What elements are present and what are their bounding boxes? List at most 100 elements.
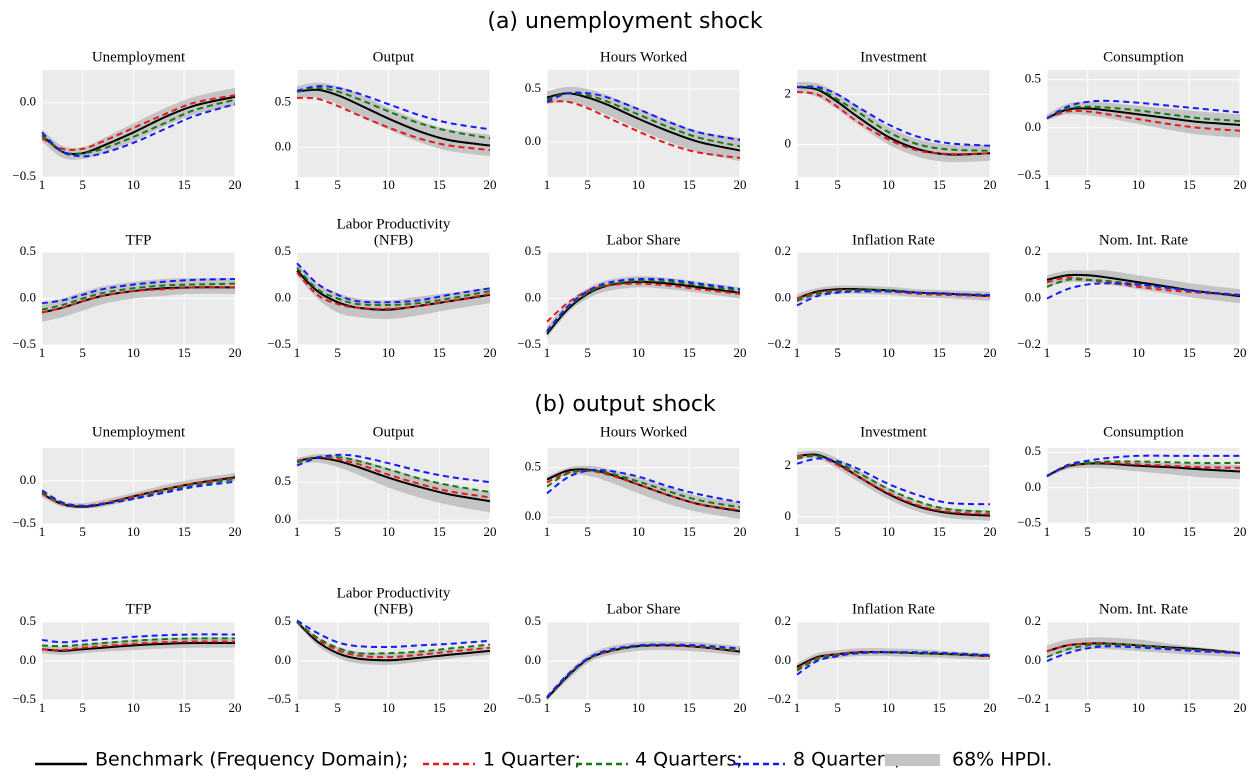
hpdi-band: [547, 86, 740, 162]
x-tick-label: 10: [882, 177, 895, 192]
y-tick-label: −0.5: [267, 691, 291, 706]
x-tick-label: 20: [1234, 524, 1247, 539]
hpdi-band: [42, 473, 235, 509]
series-line: [296, 85, 491, 131]
x-tick-label: 5: [834, 345, 841, 360]
panel-title: Labor Productivity: [337, 585, 451, 601]
x-tick-label: 10: [127, 700, 140, 715]
y-tick-label: −0.2: [767, 691, 791, 706]
y-tick-label: 0.0: [525, 652, 541, 667]
y-tick-label: 0.2: [775, 243, 791, 258]
x-tick-label: 1: [1044, 524, 1051, 539]
y-tick-label: 0.5: [275, 613, 291, 628]
series-line: [1046, 107, 1241, 126]
series-line: [1046, 454, 1240, 478]
series-line: [41, 277, 236, 305]
series-line: [546, 468, 741, 504]
y-tick-label: −0.2: [1017, 336, 1041, 351]
hpdi-band: [297, 453, 490, 513]
x-tick-label: 20: [484, 345, 497, 360]
series-line: [41, 282, 236, 311]
x-tick-label: 15: [178, 700, 191, 715]
x-tick-label: 1: [294, 177, 301, 192]
y-tick-label: 0.5: [20, 613, 36, 628]
x-tick-label: 20: [734, 177, 747, 192]
hpdi-band: [42, 277, 235, 322]
x-tick-label: 15: [683, 345, 696, 360]
x-tick-label: 15: [933, 524, 946, 539]
x-tick-label: 1: [794, 524, 801, 539]
panel-subtitle: (NFB): [374, 232, 413, 248]
x-tick-label: 20: [1234, 345, 1247, 360]
hpdi-band: [547, 276, 740, 338]
x-tick-label: 15: [178, 177, 191, 192]
y-tick-label: 0.0: [275, 138, 291, 153]
y-tick-label: −0.5: [12, 336, 36, 351]
panel-subtitle: (NFB): [374, 601, 413, 617]
x-tick-label: 1: [1044, 700, 1051, 715]
x-tick-label: 20: [229, 345, 242, 360]
x-tick-label: 20: [1234, 177, 1247, 192]
series-line: [546, 469, 741, 509]
x-tick-label: 5: [79, 177, 86, 192]
x-tick-label: 5: [334, 524, 341, 539]
x-tick-label: 15: [1183, 345, 1196, 360]
y-tick-label: −0.5: [517, 336, 541, 351]
series-line: [796, 455, 991, 513]
x-tick-label: 1: [544, 177, 551, 192]
x-tick-label: 20: [484, 177, 497, 192]
y-tick-label: −0.2: [767, 336, 791, 351]
x-tick-label: 20: [984, 177, 997, 192]
x-tick-label: 15: [683, 524, 696, 539]
x-tick-label: 15: [1183, 177, 1196, 192]
y-tick-label: 0.2: [1025, 243, 1041, 258]
x-tick-label: 1: [544, 700, 551, 715]
x-tick-label: 15: [433, 700, 446, 715]
x-tick-label: 1: [544, 345, 551, 360]
panel-title: Inflation Rate: [852, 601, 935, 617]
hpdi-band: [1047, 460, 1240, 480]
series-line: [1046, 282, 1241, 300]
x-tick-label: 5: [79, 345, 86, 360]
panel-title: Output: [373, 49, 416, 65]
x-tick-label: 15: [933, 345, 946, 360]
x-tick-label: 5: [834, 524, 841, 539]
x-tick-label: 10: [882, 524, 895, 539]
panel-title: Nom. Int. Rate: [1099, 601, 1188, 617]
x-tick-label: 10: [382, 177, 395, 192]
series-line: [296, 621, 491, 659]
y-tick-label: 0.0: [1025, 479, 1041, 494]
x-tick-label: 10: [1132, 177, 1145, 192]
x-tick-label: 10: [382, 524, 395, 539]
x-tick-label: 10: [632, 177, 645, 192]
series-line: [41, 95, 236, 155]
series-line: [41, 640, 236, 652]
x-tick-label: 15: [1183, 524, 1196, 539]
x-tick-label: 10: [127, 524, 140, 539]
y-tick-label: 0.0: [525, 289, 541, 304]
legend-label: Benchmark (Frequency Domain);: [95, 749, 408, 771]
series-line: [296, 453, 491, 484]
series-line: [41, 103, 236, 158]
series-line: [546, 282, 741, 323]
y-tick-label: 0.5: [275, 243, 291, 258]
x-tick-label: 10: [1132, 345, 1145, 360]
series-line: [41, 633, 236, 644]
series-line: [796, 651, 991, 676]
y-tick-label: −0.5: [1017, 167, 1041, 182]
x-tick-label: 20: [229, 700, 242, 715]
hpdi-band: [1047, 270, 1240, 304]
legend-label: 4 Quarters;: [635, 749, 743, 771]
y-tick-label: −0.5: [1017, 514, 1041, 529]
series-line: [41, 94, 236, 151]
y-tick-label: 0: [785, 135, 792, 150]
x-tick-label: 20: [229, 177, 242, 192]
y-tick-label: 0.0: [275, 289, 291, 304]
x-tick-label: 20: [734, 700, 747, 715]
x-tick-label: 1: [1044, 177, 1051, 192]
x-tick-label: 20: [984, 524, 997, 539]
x-tick-label: 5: [79, 700, 86, 715]
x-tick-label: 10: [632, 700, 645, 715]
x-tick-label: 20: [1234, 700, 1247, 715]
x-tick-label: 1: [794, 700, 801, 715]
